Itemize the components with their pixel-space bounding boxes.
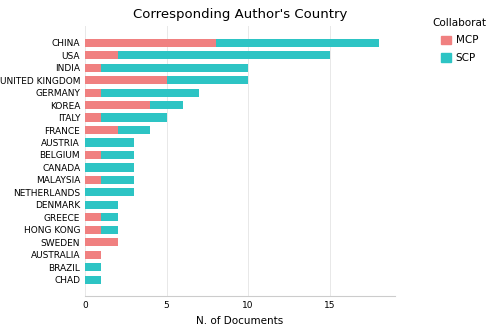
Bar	[85, 226, 102, 234]
Bar	[85, 114, 102, 122]
Bar	[85, 238, 117, 246]
Bar	[85, 38, 216, 47]
Bar	[85, 89, 102, 97]
Bar	[85, 126, 117, 134]
Bar	[85, 251, 102, 259]
Bar	[85, 263, 102, 271]
Bar	[85, 76, 166, 84]
Bar	[102, 226, 117, 234]
Bar	[85, 189, 134, 196]
Bar	[85, 63, 102, 72]
Bar	[85, 139, 134, 146]
Bar	[102, 213, 117, 221]
Bar	[85, 51, 117, 59]
Bar	[85, 276, 102, 284]
Bar	[85, 176, 102, 184]
X-axis label: N. of Documents: N. of Documents	[196, 316, 284, 325]
Title: Corresponding Author's Country: Corresponding Author's Country	[133, 8, 347, 21]
Bar	[85, 201, 117, 209]
Bar	[118, 51, 330, 59]
Bar	[102, 114, 166, 122]
Bar	[102, 176, 134, 184]
Bar	[166, 76, 248, 84]
Bar	[216, 38, 378, 47]
Bar	[102, 63, 248, 72]
Bar	[150, 101, 183, 109]
Legend: MCP, SCP: MCP, SCP	[430, 15, 490, 66]
Bar	[85, 101, 150, 109]
Bar	[102, 151, 134, 159]
Bar	[102, 89, 199, 97]
Bar	[85, 213, 102, 221]
Bar	[118, 126, 150, 134]
Bar	[85, 151, 102, 159]
Bar	[85, 164, 134, 171]
